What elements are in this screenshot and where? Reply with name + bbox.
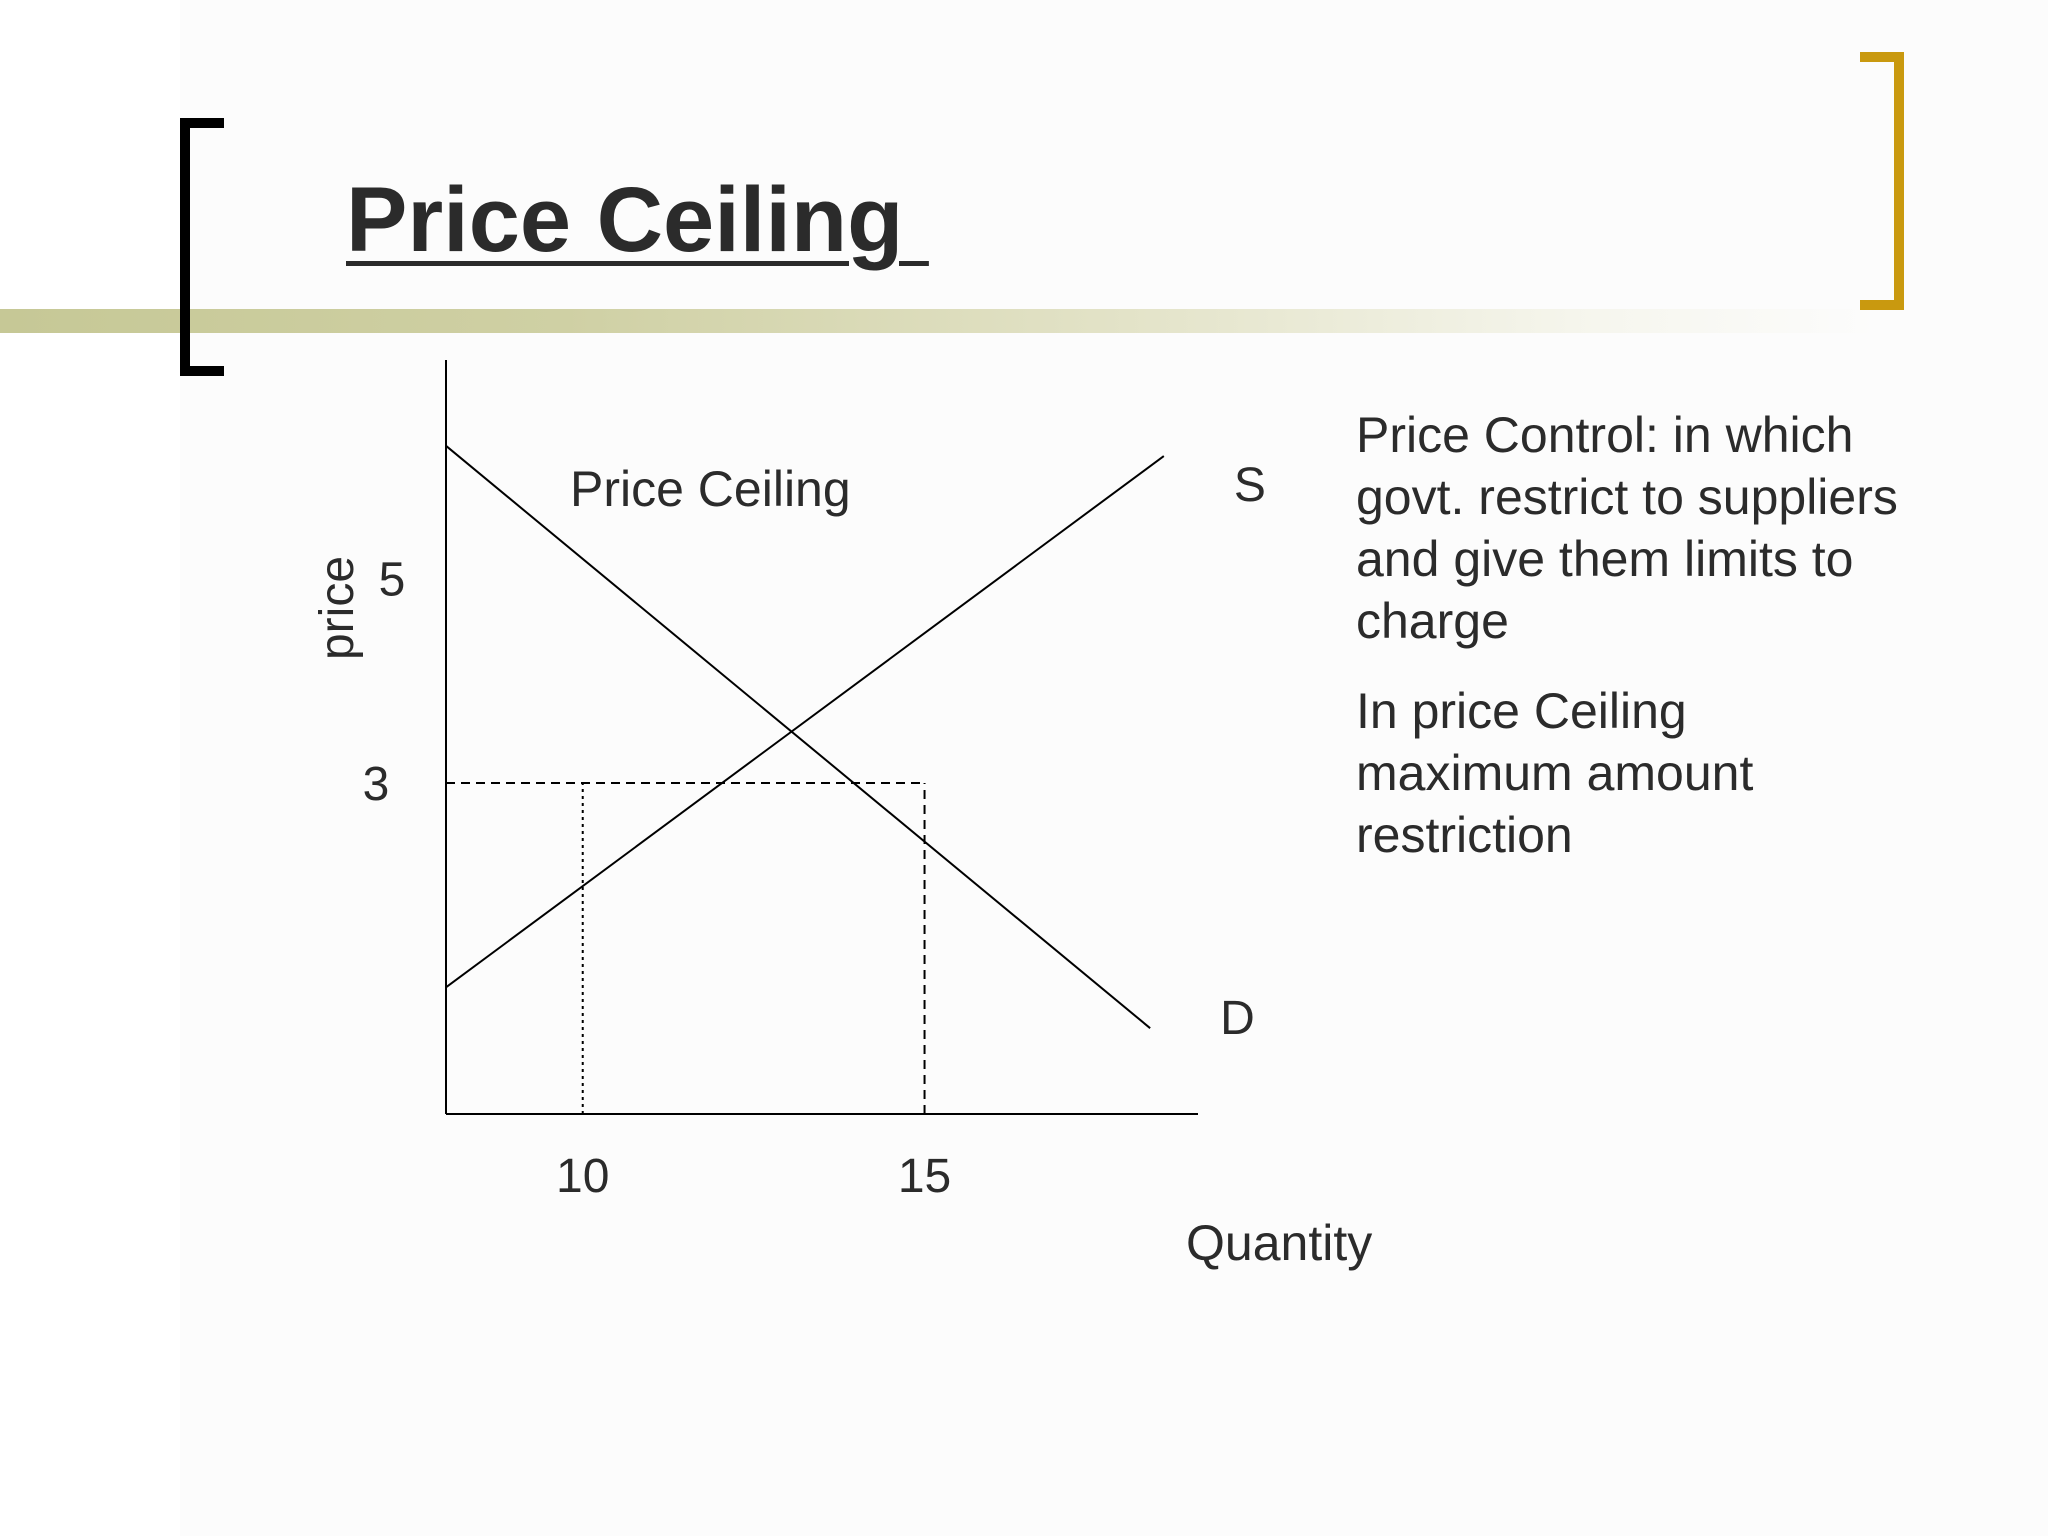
title-band <box>0 309 1880 333</box>
series-label-s: S <box>1234 459 1266 512</box>
y-axis-label: price <box>311 556 364 660</box>
left-bracket-decoration <box>180 118 224 376</box>
body-paragraph-1: Price Control: in which govt. restrict t… <box>1356 407 1898 649</box>
series-line-d <box>445 445 1151 1029</box>
chart-title: Price Ceiling <box>570 461 851 517</box>
y-tick-label: 3 <box>363 758 390 811</box>
x-tick-label: 15 <box>898 1150 951 1203</box>
y-tick-label: 5 <box>379 554 406 607</box>
right-bracket-decoration <box>1860 52 1904 310</box>
chart-labels: S D 10 15 3 5 Price Ceiling Quantity price <box>311 459 1372 1271</box>
chart-series <box>445 445 1165 1029</box>
body-paragraph-2: In price Ceiling maximum amount restrict… <box>1356 683 1754 863</box>
x-axis-label: Quantity <box>1186 1215 1372 1271</box>
chart-axes <box>445 360 1198 1115</box>
side-text: Price Control: in which govt. restrict t… <box>1356 404 1916 894</box>
x-tick-label: 10 <box>556 1150 609 1203</box>
series-line-s <box>445 455 1165 989</box>
series-label-d: D <box>1220 992 1255 1045</box>
slide-title: Price Ceiling <box>346 169 929 271</box>
reference-lines <box>446 781 926 1114</box>
content-area <box>180 0 2048 1536</box>
